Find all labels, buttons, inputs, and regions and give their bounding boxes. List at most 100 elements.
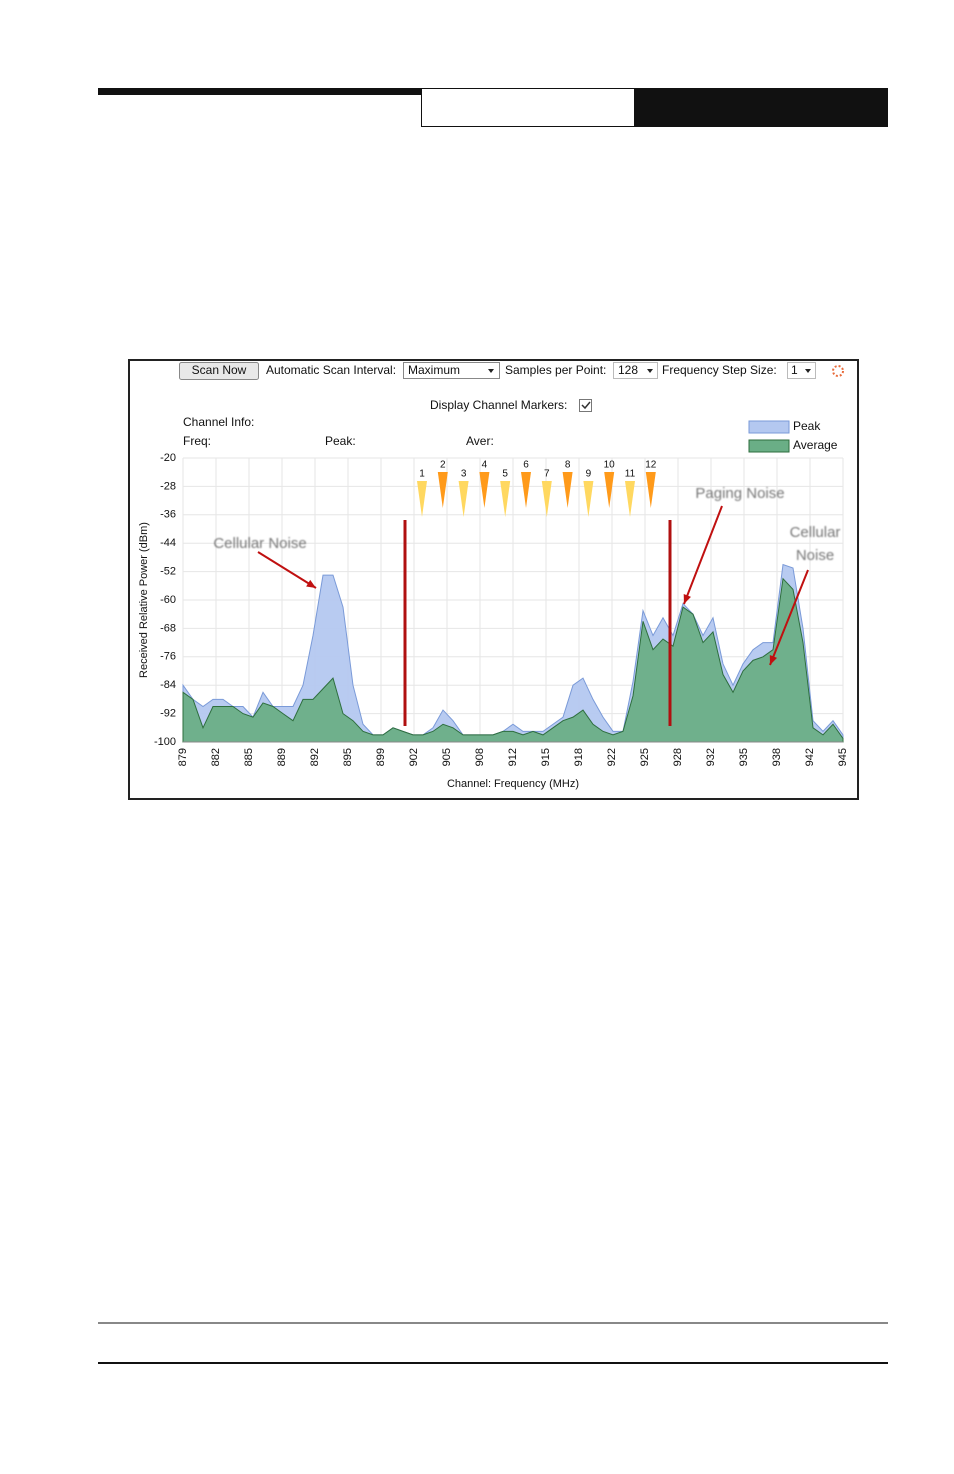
arrow-head [769,655,778,665]
channel-marker-label: 10 [604,460,616,471]
x-axis-title: Channel: Frequency (MHz) [447,778,579,790]
y-tick-label: -36 [160,509,176,521]
channel-marker-label: 8 [565,460,571,471]
y-tick-label: -68 [160,622,176,634]
channel-marker-label: 3 [461,469,467,480]
select-value[interactable]: 1 [791,363,798,377]
x-tick-label: 922 [606,748,618,766]
channel-marker [645,472,656,508]
channel-marker [500,481,511,517]
label: Freq: [183,434,211,448]
x-tick-label: 885 [243,748,255,766]
legend-swatch [748,420,790,434]
channel-marker [583,481,594,517]
y-tick-label: -100 [154,736,176,748]
x-tick-label: 918 [573,748,585,766]
select[interactable] [403,362,500,379]
channel-marker-label: 6 [523,460,529,471]
checkmark [581,401,591,410]
y-tick-label: -60 [160,594,176,606]
channel-marker [541,481,552,517]
x-tick-label: 932 [705,748,717,766]
y-tick-label: -20 [160,452,176,464]
legend-label: Peak [793,419,821,433]
channel-marker [417,481,427,517]
y-axis-title: Received Relative Power (dBm) [138,522,150,678]
arrow [683,505,723,605]
label: Peak: [325,434,356,448]
channel-marker [604,472,615,508]
y-tick-label: -92 [160,708,176,720]
dropdown-arrow [647,369,653,373]
header-tab [421,88,635,127]
y-tick-label: -44 [160,537,176,549]
channel-marker-label: 4 [482,460,488,471]
arrow [257,551,317,589]
y-tick-label: -84 [160,679,176,691]
x-tick-label: 892 [309,748,321,766]
x-tick-label: 908 [474,748,486,766]
channel-marker-label: 2 [440,460,446,471]
y-tick-label: -76 [160,651,176,663]
scan-button[interactable] [179,362,259,380]
annotation: Noise [796,547,834,564]
x-tick-label: 905 [441,748,453,766]
arrow [769,569,809,666]
select-value[interactable]: 128 [618,363,638,377]
legend-label: Average [793,438,838,452]
annotation: Paging Noise [695,485,784,502]
label: Frequency Step Size: [662,363,777,377]
channel-marker [479,472,490,508]
dropdown-arrow [488,369,494,373]
channel-marker-label: 1 [419,469,425,480]
x-tick-label: 942 [804,748,816,766]
x-tick-label: 935 [738,748,750,766]
select[interactable] [787,362,816,379]
x-tick-label: 882 [210,748,222,766]
select-value[interactable]: Maximum [408,363,460,377]
y-tick-label: -52 [160,566,176,578]
header-bar [98,88,421,95]
label: Aver: [466,434,494,448]
label: Automatic Scan Interval: [266,363,396,377]
channel-marker [437,472,448,508]
arrow-head [306,579,316,588]
channel-marker-label: 12 [645,460,657,471]
x-tick-label: 945 [837,748,849,766]
area [182,577,844,743]
channel-marker-label: 9 [586,469,592,480]
dropdown-arrow [805,369,811,373]
channel-marker [625,481,635,517]
header-block [634,88,888,127]
x-tick-label: 902 [408,748,420,766]
label: Samples per Point: [505,363,606,377]
button-label[interactable]: Scan Now [192,363,247,377]
checkbox[interactable] [579,399,592,412]
x-tick-label: 928 [672,748,684,766]
channel-marker [562,472,573,508]
arrow-head [683,594,691,604]
annotation: Cellular Noise [213,535,306,552]
x-tick-label: 889 [276,748,288,766]
legend-swatch [748,439,790,453]
x-tick-label: 915 [540,748,552,766]
x-tick-label: 899 [375,748,387,766]
channel-marker-label: 11 [625,469,636,480]
channel-marker [458,481,469,517]
select[interactable] [613,362,658,379]
channel-marker-label: 5 [502,469,508,480]
x-tick-label: 879 [177,748,189,766]
channel-marker-label: 7 [544,469,550,480]
label: Display Channel Markers: [430,398,567,412]
annotation: Cellular [790,524,841,541]
x-tick-label: 925 [639,748,651,766]
spinner [832,365,844,377]
x-tick-label: 912 [507,748,519,766]
y-tick-label: -28 [160,480,176,492]
channel-marker [521,472,531,508]
x-tick-label: 938 [771,748,783,766]
x-tick-label: 895 [342,748,354,766]
